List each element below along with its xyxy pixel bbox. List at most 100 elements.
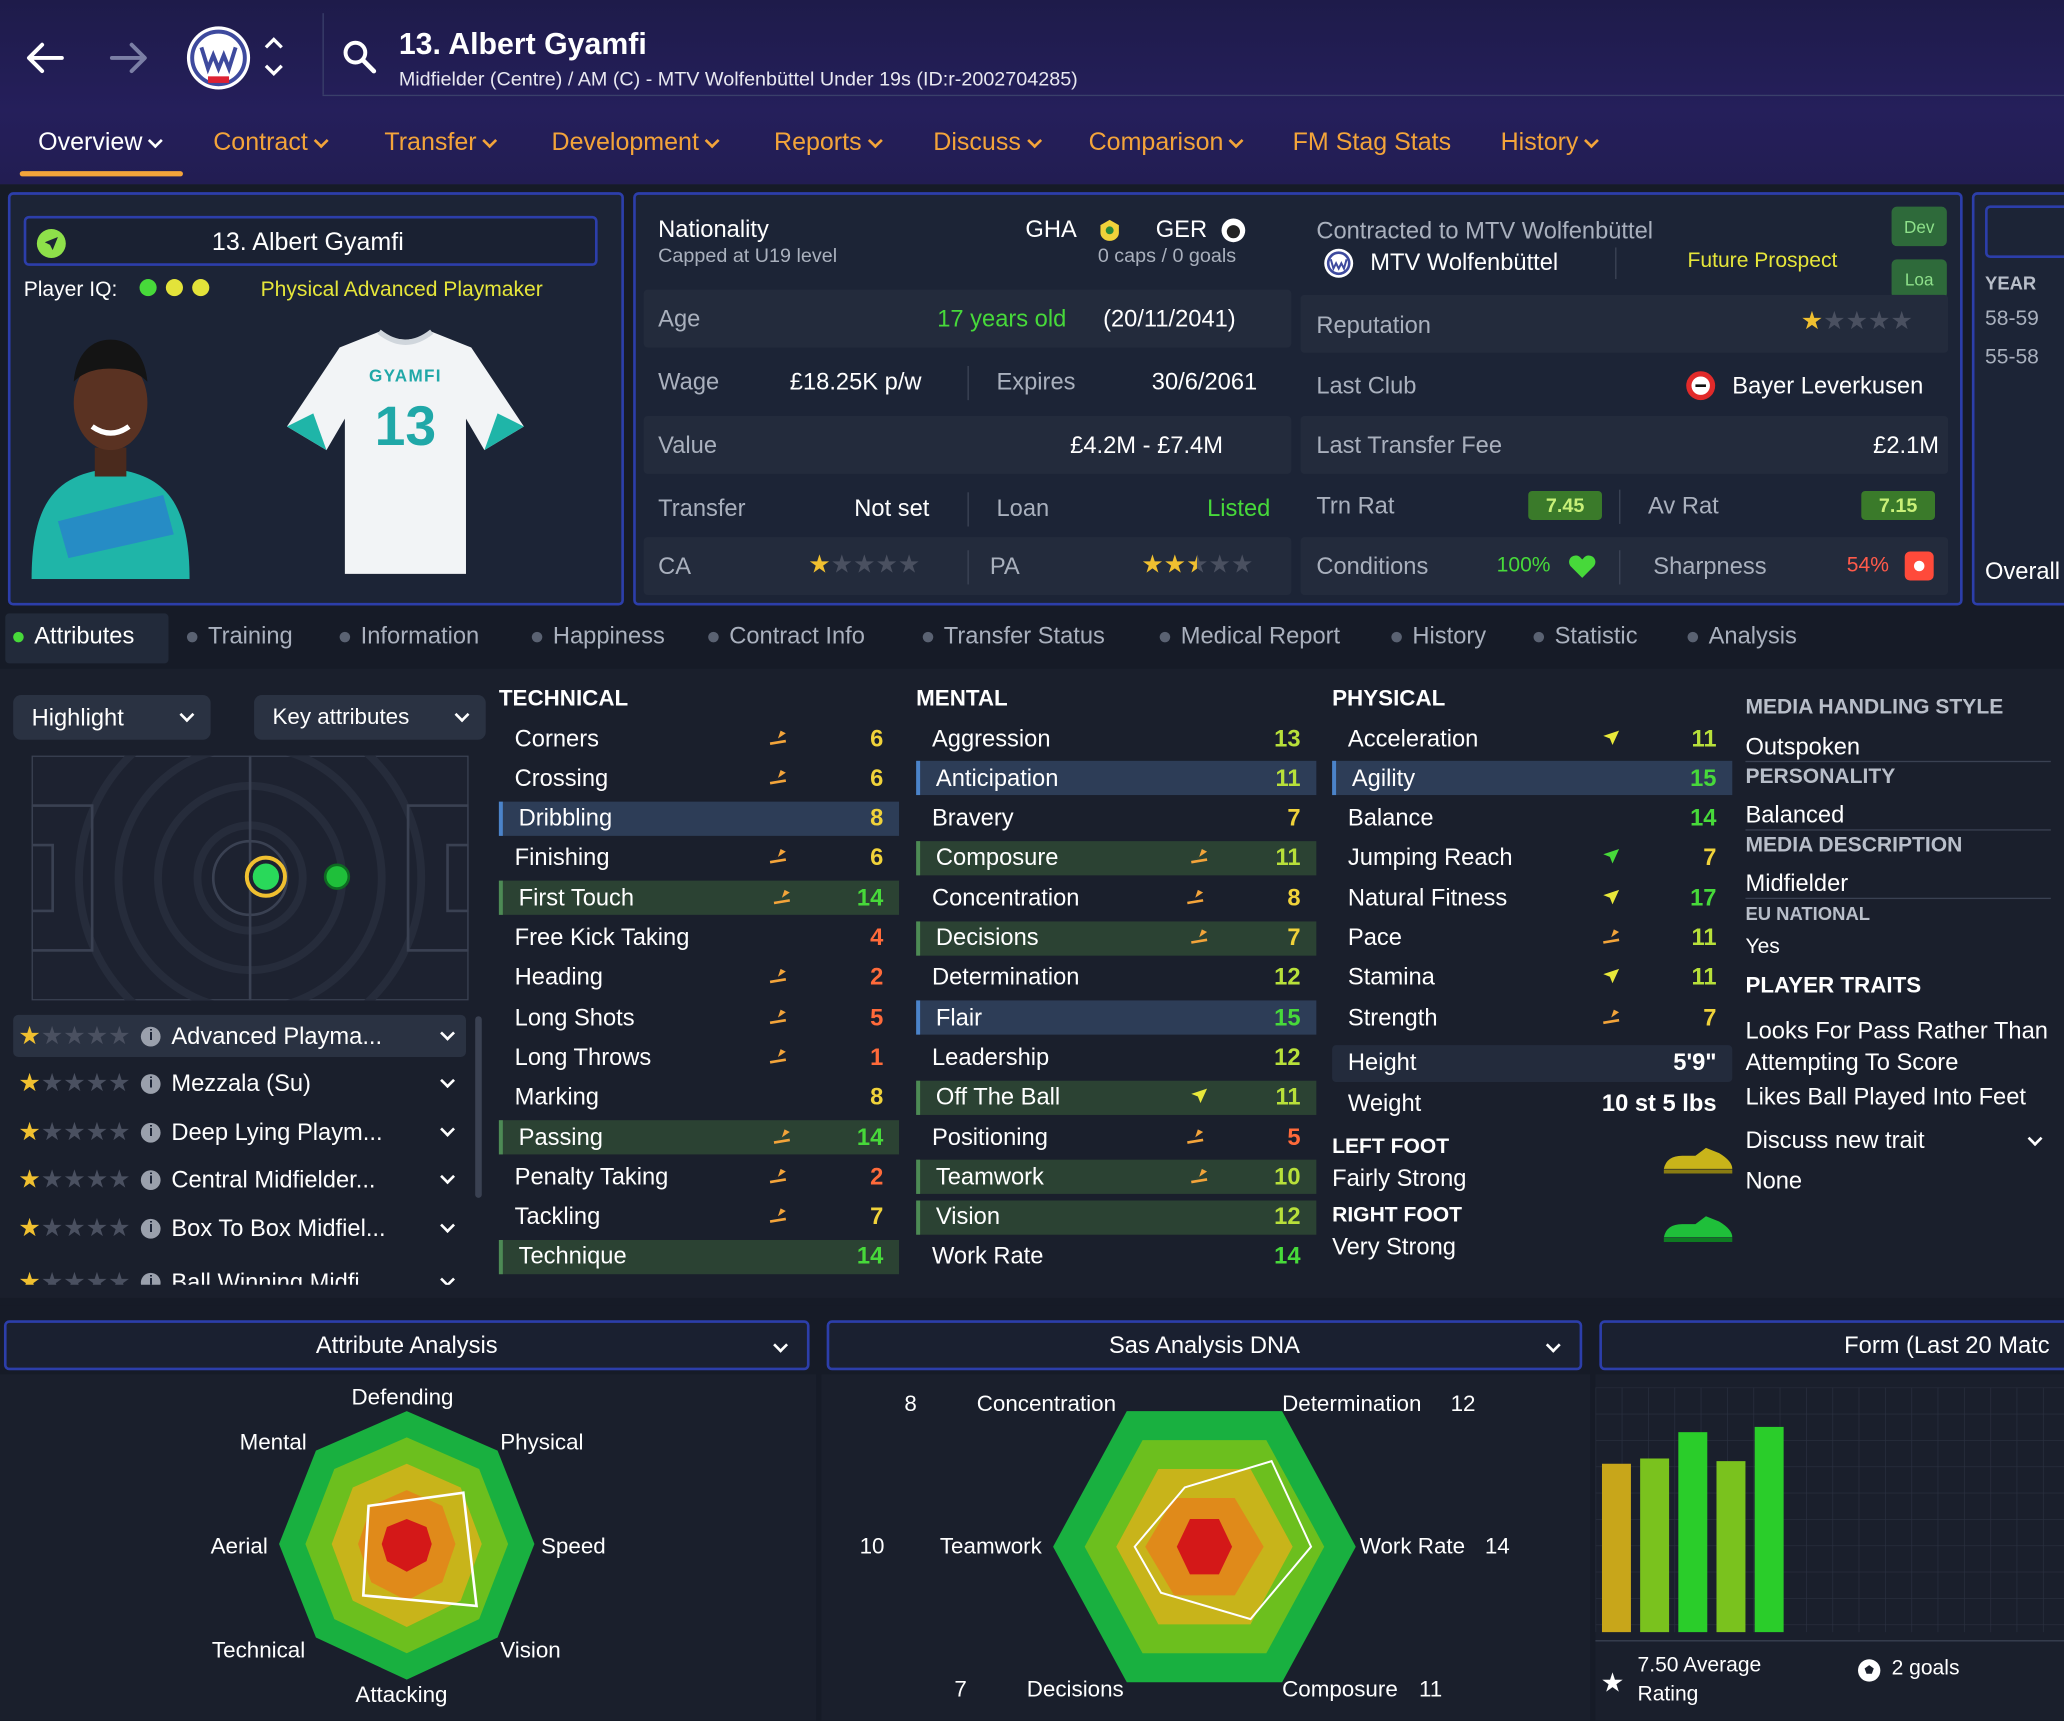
- attribute-row[interactable]: Positioning 5: [916, 1120, 1316, 1154]
- tab-overview[interactable]: Overview: [38, 129, 164, 158]
- subtab-attributes-bg: [5, 613, 169, 664]
- chevron-down-icon[interactable]: [440, 1218, 455, 1233]
- last-club-value[interactable]: Bayer Leverkusen: [1732, 372, 1924, 399]
- info-icon[interactable]: i: [141, 1122, 161, 1142]
- subtab-attributes[interactable]: Attributes: [13, 623, 134, 651]
- trend-arrow-icon: [1601, 727, 1622, 749]
- attribute-row[interactable]: Penalty Taking 2: [499, 1160, 899, 1194]
- attribute-row[interactable]: Decisions 7: [916, 920, 1317, 955]
- subtab-information[interactable]: Information: [339, 623, 479, 651]
- subtab-happiness[interactable]: Happiness: [531, 623, 665, 651]
- tab-transfer[interactable]: Transfer: [384, 129, 498, 158]
- role-row[interactable]: ★★★★★ i Advanced Playma...: [13, 1014, 466, 1058]
- attribute-row[interactable]: First Touch 14: [498, 880, 900, 916]
- subtab-history[interactable]: History: [1391, 623, 1486, 651]
- tab-history[interactable]: History: [1501, 129, 1600, 158]
- tab-development[interactable]: Development: [552, 129, 720, 158]
- subtab-contract-info[interactable]: Contract Info: [708, 623, 865, 651]
- info-icon[interactable]: i: [141, 1272, 161, 1285]
- attribute-analysis-header[interactable]: Attribute Analysis: [3, 1320, 810, 1371]
- attribute-value: 15: [1274, 1003, 1301, 1031]
- tab-fm-stag-stats[interactable]: FM Stag Stats: [1292, 129, 1452, 157]
- top-bar: [0, 0, 2064, 185]
- attribute-name: Composure: [935, 844, 1059, 871]
- roles-scrollbar[interactable]: [475, 1016, 482, 1198]
- attribute-row[interactable]: Tackling 7: [499, 1200, 899, 1234]
- club-crest-icon[interactable]: [184, 24, 252, 92]
- chevron-down-icon[interactable]: [440, 1169, 455, 1185]
- attribute-row[interactable]: Finishing 6: [499, 841, 899, 875]
- back-arrow-icon[interactable]: [21, 34, 68, 81]
- chevron-down-icon[interactable]: [440, 1121, 455, 1137]
- attribute-row[interactable]: Determination 12: [916, 961, 1316, 995]
- info-icon[interactable]: i: [141, 1073, 161, 1094]
- sas-dna-header[interactable]: Sas Analysis DNA: [826, 1320, 1583, 1371]
- highlight-dropdown[interactable]: Highlight: [13, 695, 211, 740]
- attribute-row[interactable]: Aggression 13: [916, 721, 1316, 755]
- attribute-row[interactable]: Anticipation 11: [916, 761, 1317, 796]
- attribute-row[interactable]: Long Shots 5: [499, 1001, 899, 1035]
- chevron-down-icon[interactable]: [440, 1073, 455, 1089]
- attribute-row[interactable]: Strength 7: [1332, 1001, 1732, 1035]
- attribute-row[interactable]: Leadership 12: [916, 1040, 1316, 1074]
- attribute-row[interactable]: Dribbling 8: [498, 801, 900, 836]
- subtab-analysis[interactable]: Analysis: [1687, 623, 1797, 651]
- subtab-transfer-status[interactable]: Transfer Status: [922, 623, 1105, 651]
- attribute-row[interactable]: Bravery 7: [916, 801, 1316, 835]
- tab-discuss[interactable]: Discuss: [933, 129, 1042, 158]
- fee-label: Last Transfer Fee: [1316, 431, 1503, 459]
- attribute-row[interactable]: Agility 15: [1332, 761, 1733, 796]
- attribute-row[interactable]: Corners 6: [499, 721, 899, 755]
- attribute-row[interactable]: Crossing 6: [499, 761, 899, 795]
- info-icon[interactable]: i: [141, 1169, 161, 1190]
- attribute-row[interactable]: Vision 12: [916, 1199, 1317, 1235]
- tab-contract[interactable]: Contract: [213, 129, 329, 158]
- left-boot-icon: [1661, 1145, 1735, 1179]
- role-row[interactable]: ★★★★★ i Deep Lying Playm...: [13, 1111, 466, 1153]
- attribute-row[interactable]: Concentration 8: [916, 881, 1316, 915]
- attribute-row[interactable]: Off The Ball 11: [916, 1080, 1317, 1115]
- info-panel: [633, 192, 1963, 606]
- dna-label: Decisions: [1026, 1677, 1124, 1703]
- attribute-row[interactable]: Free Kick Taking 4: [499, 921, 899, 955]
- reputation-row: [1300, 294, 1949, 353]
- attribute-row[interactable]: Teamwork 10: [916, 1160, 1317, 1195]
- discuss-trait-button[interactable]: Discuss new trait: [1745, 1127, 2050, 1155]
- attribute-row[interactable]: Long Throws 1: [499, 1040, 899, 1074]
- attribute-row[interactable]: Composure 11: [916, 840, 1317, 876]
- role-row[interactable]: ★★★★★ i Central Midfielder...: [13, 1158, 466, 1200]
- loan-badge[interactable]: Loa: [1891, 259, 1947, 299]
- attribute-row[interactable]: Pace 11: [1332, 921, 1732, 955]
- info-icon[interactable]: i: [141, 1026, 161, 1046]
- tab-comparison[interactable]: Comparison: [1089, 129, 1245, 158]
- subtab-training[interactable]: Training: [186, 623, 293, 651]
- attribute-row[interactable]: Heading 2: [499, 961, 899, 995]
- attribute-row[interactable]: Stamina 11: [1332, 961, 1732, 995]
- dna-value: 11: [1419, 1677, 1443, 1703]
- attribute-row[interactable]: Technique 14: [498, 1239, 900, 1275]
- attribute-row[interactable]: Marking 8: [499, 1080, 899, 1114]
- attribute-row[interactable]: Passing 14: [498, 1120, 900, 1155]
- subtab-statistic[interactable]: Statistic: [1533, 623, 1638, 651]
- key-attributes-dropdown[interactable]: Key attributes: [254, 695, 486, 740]
- player-switch-icon[interactable]: [263, 32, 284, 82]
- attribute-row[interactable]: Work Rate 14: [916, 1240, 1316, 1274]
- attribute-row[interactable]: Natural Fitness 17: [1332, 881, 1732, 915]
- attribute-row[interactable]: Balance 14: [1332, 801, 1732, 835]
- dev-badge[interactable]: Dev: [1891, 206, 1947, 247]
- search-icon[interactable]: [340, 37, 379, 76]
- attribute-row[interactable]: Jumping Reach 7: [1332, 841, 1732, 875]
- role-row[interactable]: ★★★★★ i Ball Winning Midfi: [13, 1261, 466, 1285]
- chevron-down-icon[interactable]: [440, 1025, 455, 1041]
- club-name[interactable]: MTV Wolfenbüttel: [1370, 248, 1559, 276]
- forward-arrow-icon[interactable]: [105, 34, 152, 81]
- info-icon[interactable]: i: [141, 1218, 161, 1239]
- chevron-down-icon[interactable]: [440, 1272, 455, 1285]
- attribute-row[interactable]: Acceleration 11: [1332, 721, 1732, 755]
- attribute-row[interactable]: Flair 15: [916, 1000, 1317, 1035]
- tab-reports[interactable]: Reports: [774, 129, 883, 158]
- role-row[interactable]: ★★★★★ i Mezzala (Su): [13, 1062, 466, 1104]
- role-row[interactable]: ★★★★★ i Box To Box Midfiel...: [13, 1207, 466, 1249]
- form-header[interactable]: Form (Last 20 Matc: [1599, 1320, 2064, 1371]
- subtab-medical-report[interactable]: Medical Report: [1159, 623, 1340, 651]
